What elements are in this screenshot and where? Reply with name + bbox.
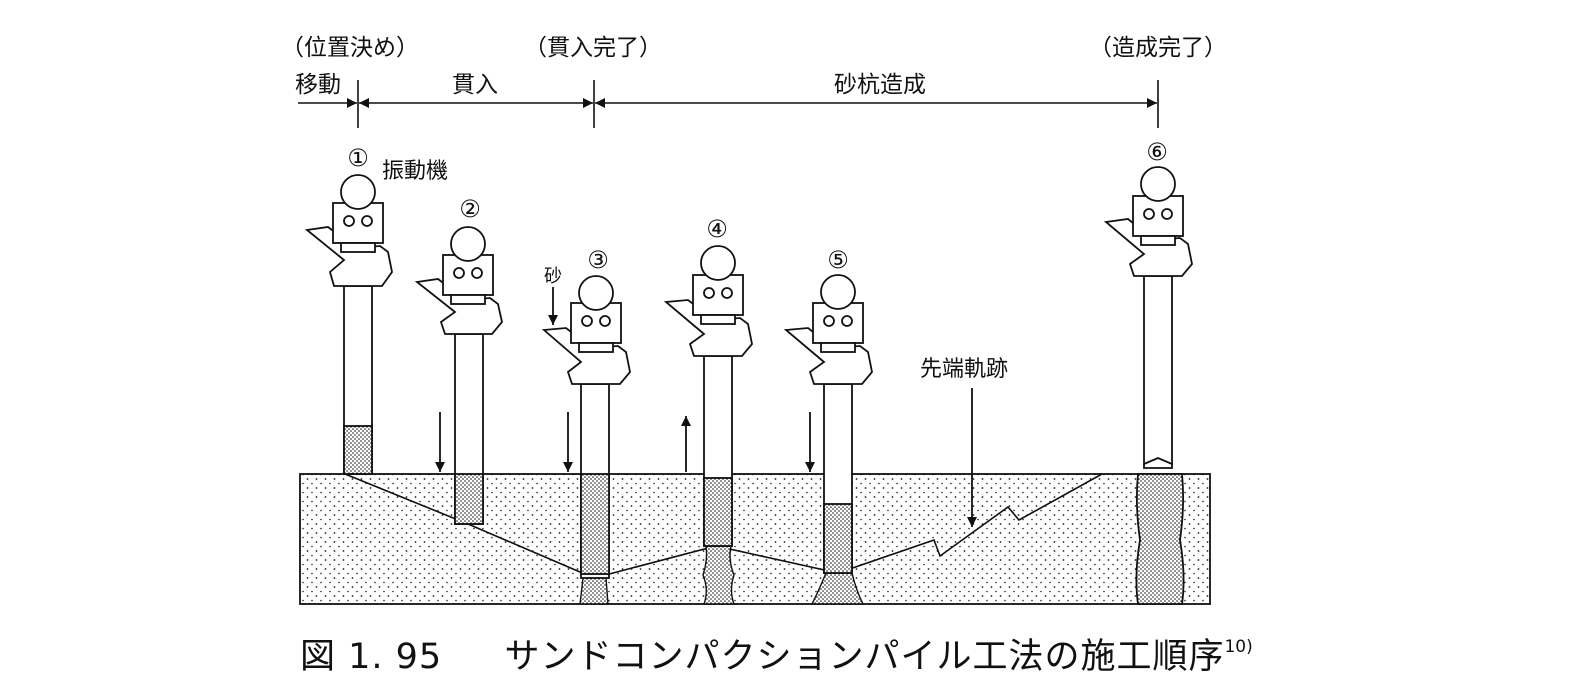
rig-step-6: [1103, 166, 1193, 469]
rig-step-4: [663, 245, 753, 547]
casing-pipe: [1143, 275, 1173, 465]
tip-trajectory-label: 先端軌跡: [920, 357, 1008, 382]
completed-sand-pile: [1135, 473, 1185, 605]
vibrator-body: [1132, 195, 1184, 237]
milestone-positioning: （位置決め）: [281, 35, 419, 61]
figure-number: 図 1. 95: [300, 637, 443, 677]
sand-in-casing: [343, 425, 373, 475]
sand-in-casing: [703, 477, 733, 547]
vibrator-eye-left: [823, 315, 835, 327]
timeline: （位置決め） （貫入完了） （造成完了） 移動 貫入 砂杭造成: [281, 35, 1227, 98]
vibrator-base: [1140, 235, 1176, 246]
vibrator-eye-right: [471, 267, 483, 279]
rig-step-3: [541, 275, 631, 579]
vibrator-base: [450, 294, 486, 305]
casing-tip: [1143, 457, 1173, 469]
vibrator-base: [340, 242, 376, 253]
sand-label: 砂: [544, 266, 562, 287]
vibrator-base: [820, 342, 856, 353]
vibrator-motor: [450, 226, 486, 262]
rig-step-2: [414, 226, 503, 525]
vibrator-eye-left: [1143, 208, 1155, 220]
sand-in-casing: [454, 473, 484, 525]
vibrator-eye-left: [703, 287, 715, 299]
stage-pile-formation-label: 砂杭造成: [834, 72, 926, 98]
milestone-formation-complete: （造成完了）: [1089, 35, 1227, 61]
stage-move-label: 移動: [295, 72, 341, 98]
motion-arrows: [435, 287, 977, 527]
ground: [299, 473, 1211, 605]
step-number-3: ③: [587, 246, 609, 274]
step-numbers: ① ② ③ ④ ⑤ ⑥: [347, 138, 1168, 274]
vibrator-eye-right: [599, 315, 611, 327]
vibrator-body: [692, 274, 744, 316]
rig-step-5: [783, 274, 873, 574]
vibrator-eye-left: [343, 215, 355, 227]
sand-pile-in-ground-3: [579, 573, 609, 605]
annotation-labels: 振動機 砂 先端軌跡: [382, 159, 1008, 382]
vibrator-motor: [340, 174, 376, 210]
vibrator-motor: [820, 274, 856, 310]
vibrator-base: [578, 342, 614, 353]
reference-number: 10): [1224, 637, 1253, 657]
timeline-arrows: [298, 80, 1159, 128]
vibrator-eye-right: [1161, 208, 1173, 220]
vibrator-motor: [700, 245, 736, 281]
rig-step-1: [304, 174, 393, 475]
figure-title: サンドコンパクションパイル工法の施工順序: [504, 637, 1225, 677]
sand-in-casing: [823, 503, 853, 574]
vibrator-eye-right: [841, 315, 853, 327]
ground-body: [299, 473, 1211, 605]
stage-penetration-label: 貫入: [452, 72, 498, 98]
vibrator-body: [570, 302, 622, 344]
vibrator-eye-left: [453, 267, 465, 279]
vibrator-motor: [1140, 166, 1176, 202]
sand-pile-in-ground-4: [702, 542, 735, 605]
step-number-6: ⑥: [1146, 138, 1168, 166]
step-number-1: ①: [347, 144, 369, 172]
step-number-5: ⑤: [827, 246, 849, 274]
sand-in-casing: [580, 473, 610, 575]
milestone-penetration-complete: （貫入完了）: [524, 35, 662, 61]
vibrator-motor: [578, 275, 614, 311]
step-number-4: ④: [706, 215, 728, 243]
vibrator-eye-right: [361, 215, 373, 227]
step-number-2: ②: [459, 195, 481, 223]
tip-trajectory-line: [344, 473, 1103, 579]
figure-caption: 図 1. 95 サンドコンパクションパイル工法の施工順序10): [300, 628, 1253, 688]
vibrator-base: [700, 314, 736, 325]
vibrator-eye-left: [581, 315, 593, 327]
vibrator-eye-right: [721, 287, 733, 299]
vibrator-label: 振動機: [382, 159, 448, 184]
